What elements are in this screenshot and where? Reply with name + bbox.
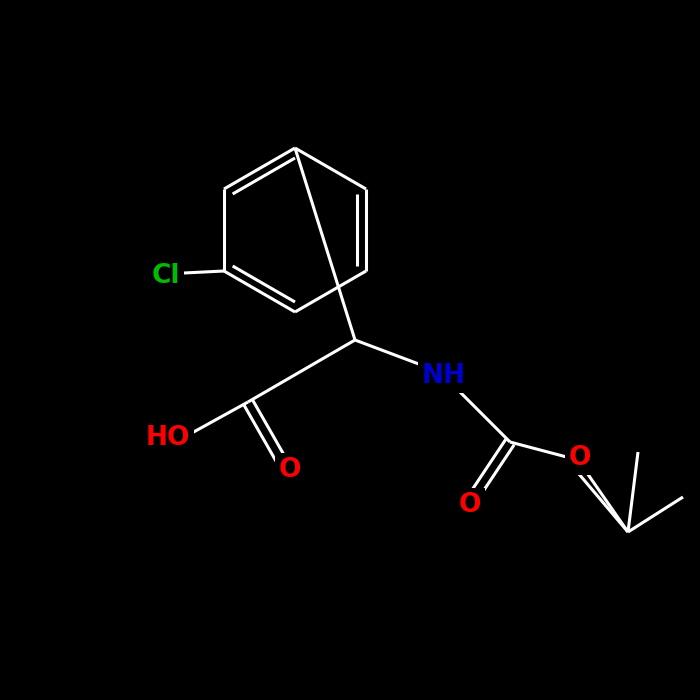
Text: O: O — [568, 445, 592, 471]
Text: O: O — [279, 457, 301, 483]
Text: Cl: Cl — [152, 263, 180, 289]
Text: O: O — [458, 492, 482, 518]
Text: HO: HO — [146, 425, 190, 451]
Text: NH: NH — [422, 363, 466, 389]
